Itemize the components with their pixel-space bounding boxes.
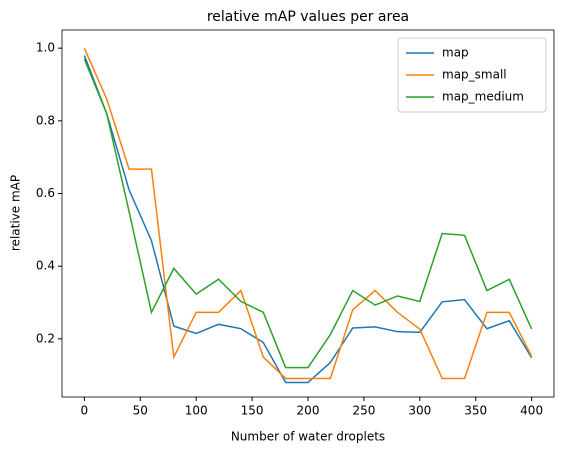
- y-tick-label: 0.8: [36, 113, 55, 127]
- y-tick-label: 1.0: [36, 41, 55, 55]
- legend-box: [397, 37, 547, 113]
- chart-title: relative mAP values per area: [207, 9, 409, 25]
- x-tick-label: 150: [241, 404, 264, 418]
- x-tick-label: 0: [81, 404, 89, 418]
- x-tick-label: 350: [464, 404, 487, 418]
- y-axis-label: relative mAP: [9, 175, 23, 251]
- line-series: [83, 58, 533, 369]
- x-axis-label: Number of water droplets: [231, 430, 385, 444]
- x-tick-label: 50: [133, 404, 148, 418]
- legend: map map_small map_medium: [397, 37, 547, 113]
- legend-label: map_medium: [442, 90, 524, 104]
- x-tick-label: 300: [408, 404, 431, 418]
- legend-label: map_small: [442, 68, 507, 82]
- y-tick-label: 0.2: [36, 331, 55, 345]
- y-tick-label: 0.6: [36, 186, 55, 200]
- x-tick-label: 200: [297, 404, 320, 418]
- plot-frame: [61, 29, 555, 398]
- line-series: [83, 55, 533, 384]
- line-series: [83, 47, 533, 380]
- x-tick-label: 100: [185, 404, 208, 418]
- x-tick-label: 400: [520, 404, 543, 418]
- legend-label: map: [442, 46, 469, 60]
- y-tick-label: 0.4: [36, 259, 55, 273]
- x-tick-label: 250: [352, 404, 375, 418]
